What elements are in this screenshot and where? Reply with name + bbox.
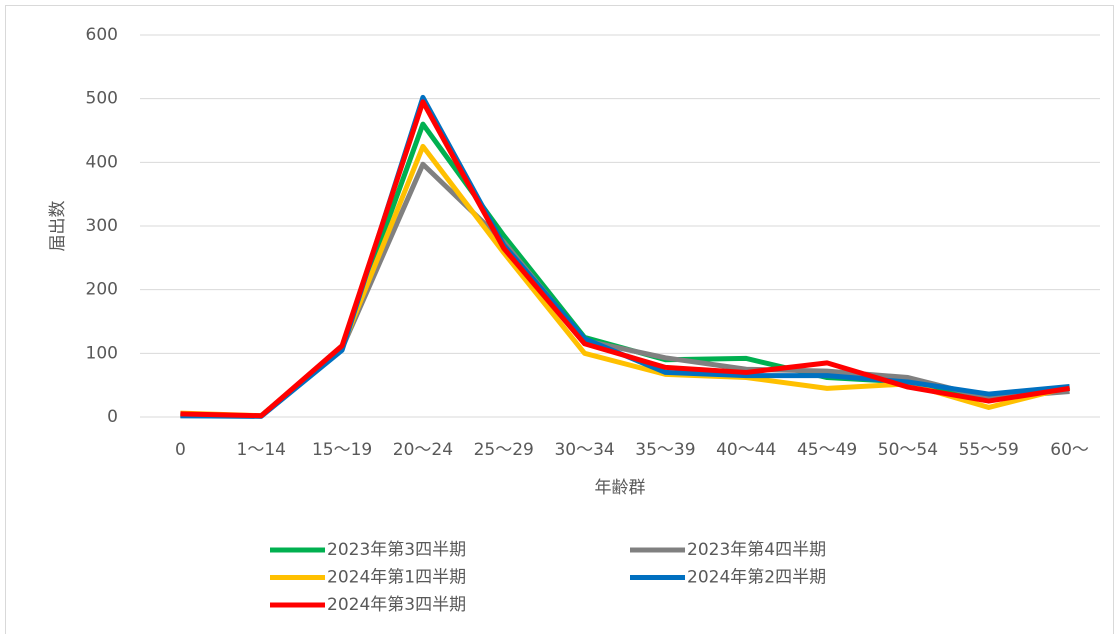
x-axis-label: 年齢群 [595,478,646,498]
x-tick-label: 1〜14 [237,440,286,460]
x-tick-label: 25〜29 [474,440,534,460]
legend-label: 2023年第4四半期 [687,540,826,560]
y-tick-label: 0 [107,407,118,427]
x-tick-label: 45〜49 [797,440,857,460]
y-axis-label: 届出数 [48,201,68,252]
x-tick-label: 55〜59 [959,440,1019,460]
y-tick-label: 200 [86,280,118,300]
y-tick-label: 600 [86,25,118,45]
legend-label: 2024年第1四半期 [327,568,466,588]
y-tick-label: 100 [86,343,118,363]
y-tick-label: 400 [86,152,118,172]
x-tick-label: 20〜24 [393,440,453,460]
x-tick-label: 40〜44 [716,440,776,460]
x-tick-label: 35〜39 [635,440,695,460]
legend-label: 2024年第3四半期 [327,595,466,615]
x-tick-label: 50〜54 [878,440,938,460]
legend-label: 2023年第3四半期 [327,540,466,560]
legend-label: 2024年第2四半期 [687,568,826,588]
x-tick-label: 0 [175,440,186,460]
x-tick-label: 30〜34 [554,440,614,460]
x-tick-label: 60〜 [1050,440,1089,460]
y-tick-label: 300 [86,216,118,236]
series-line [180,99,1070,419]
x-tick-label: 15〜19 [312,440,372,460]
y-tick-label: 500 [86,89,118,109]
